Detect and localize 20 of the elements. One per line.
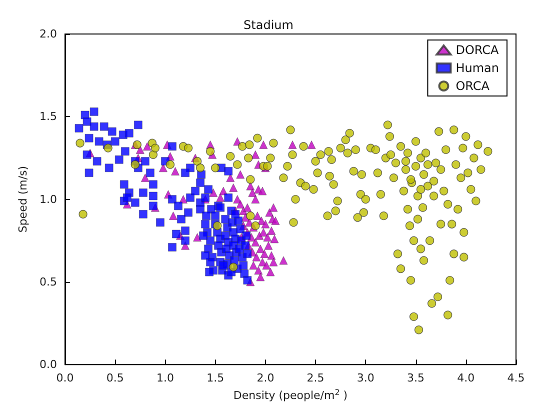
y-tick-label: 1.0 bbox=[40, 192, 57, 206]
x-tick-label: 4.5 bbox=[507, 372, 525, 385]
x-tick-label: 3.5 bbox=[407, 372, 425, 385]
x-tick-label: 1.0 bbox=[156, 372, 174, 385]
x-tick-label: 3.0 bbox=[356, 372, 374, 385]
y-tick-label: 0.0 bbox=[40, 358, 57, 372]
y-axis-title: Speed (m/s) bbox=[16, 166, 30, 233]
y-tick-label: 0.5 bbox=[40, 275, 57, 288]
legend-label: DORCA bbox=[456, 43, 500, 57]
y-tick-label: 1.5 bbox=[40, 110, 57, 124]
x-tick-label: 0.0 bbox=[56, 372, 74, 385]
x-tick-label: 0.5 bbox=[106, 372, 124, 385]
x-tick-label: 4.0 bbox=[457, 372, 475, 385]
x-tick-label: 2.5 bbox=[306, 372, 324, 385]
legend-label: Human bbox=[456, 61, 500, 75]
y-tick-label: 2.0 bbox=[40, 28, 57, 40]
chart-title: Stadium bbox=[244, 18, 294, 32]
legend-label: ORCA bbox=[456, 79, 490, 93]
x-tick-label: 1.5 bbox=[206, 372, 224, 385]
x-tick-label: 2.0 bbox=[256, 372, 274, 385]
